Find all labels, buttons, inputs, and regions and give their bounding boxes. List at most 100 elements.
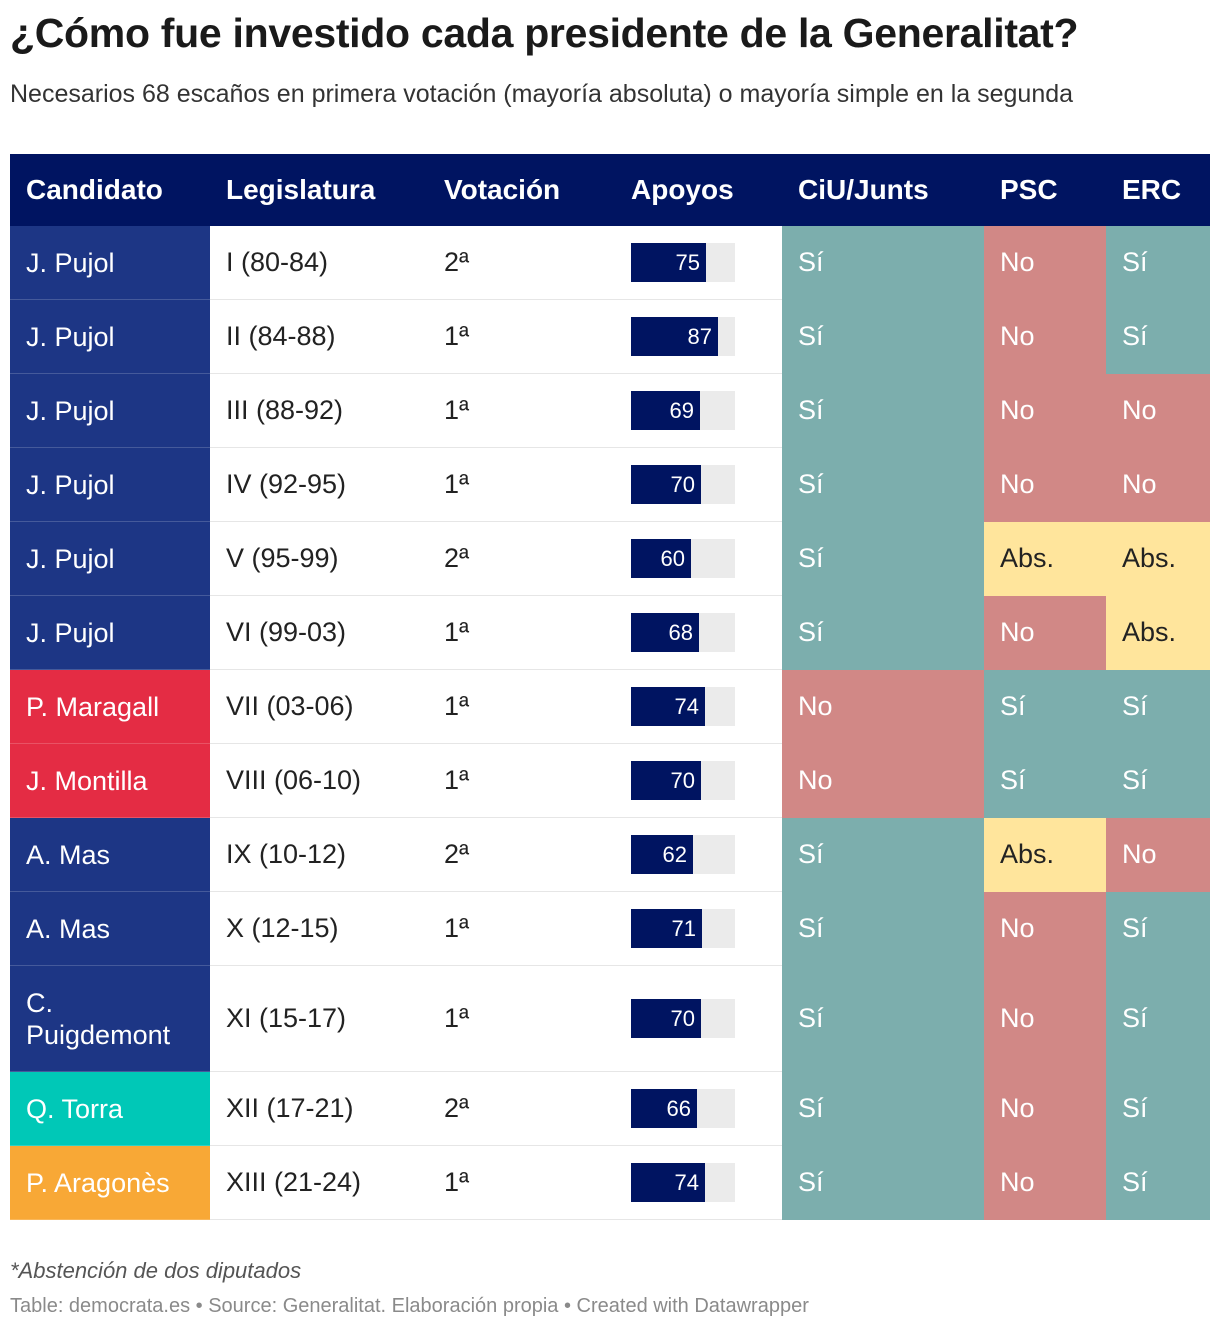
cell-candidato: A. Mas (10, 817, 210, 892)
cell-votacion: 2ª (428, 817, 615, 892)
header-ciu-junts[interactable]: CiU/Junts (782, 154, 984, 226)
apoyos-label: 75 (675, 250, 700, 275)
cell-votacion: 1ª (428, 299, 615, 374)
cell-erc: Sí (1106, 965, 1210, 1072)
apoyos-bar-track: 87 (631, 317, 735, 356)
header-legislatura[interactable]: Legislatura (210, 154, 428, 226)
source-line: Table: democrata.es • Source: Generalita… (10, 1295, 809, 1317)
cell-legislatura: XIII (21-24) (210, 1145, 428, 1220)
apoyos-bar (631, 317, 718, 356)
table-row: J. Pujol VI (99-03) 1ª 68 Sí No Abs. (10, 595, 1210, 670)
table-row: J. Pujol III (88-92) 1ª 69 Sí No No (10, 373, 1210, 448)
apoyos-label: 87 (687, 324, 712, 349)
table-row: J. Pujol I (80-84) 2ª 75 Sí No Sí (10, 226, 1210, 300)
apoyos-bar-track: 70 (631, 465, 735, 504)
cell-psc: No (984, 226, 1106, 300)
cell-candidato: P. Aragonès (10, 1145, 210, 1220)
cell-ciu-junts: Sí (782, 521, 984, 596)
cell-votacion: 2ª (428, 1071, 615, 1146)
table-row: J. Pujol V (95-99) 2ª 60 Sí Abs. Abs. (10, 521, 1210, 596)
cell-psc: No (984, 373, 1106, 448)
cell-candidato: J. Pujol (10, 595, 210, 670)
cell-candidato: J. Pujol (10, 226, 210, 300)
apoyos-label: 68 (668, 620, 693, 645)
chart-subtitle: Necesarios 68 escaños en primera votació… (10, 80, 1074, 108)
cell-legislatura: II (84-88) (210, 299, 428, 374)
apoyos-bar-track: 71 (631, 909, 735, 948)
cell-apoyos: 71 (615, 891, 782, 966)
cell-apoyos: 69 (615, 373, 782, 448)
cell-apoyos: 62 (615, 817, 782, 892)
cell-votacion: 1ª (428, 891, 615, 966)
cell-erc: Abs. (1106, 521, 1210, 596)
table-row: P. Maragall VII (03-06) 1ª 74 No Sí Sí (10, 669, 1210, 744)
apoyos-bar-track: 66 (631, 1089, 735, 1128)
cell-votacion: 1ª (428, 669, 615, 744)
cell-apoyos: 68 (615, 595, 782, 670)
cell-legislatura: XI (15-17) (210, 965, 428, 1072)
cell-ciu-junts: Sí (782, 1071, 984, 1146)
cell-erc: Sí (1106, 891, 1210, 966)
cell-psc: No (984, 447, 1106, 522)
cell-candidato: J. Montilla (10, 743, 210, 818)
cell-erc: No (1106, 373, 1210, 448)
apoyos-bar-track: 60 (631, 539, 735, 578)
apoyos-label: 66 (666, 1096, 691, 1121)
cell-erc: Sí (1106, 1145, 1210, 1220)
apoyos-label: 70 (670, 1006, 695, 1031)
cell-psc: No (984, 891, 1106, 966)
cell-legislatura: VIII (06-10) (210, 743, 428, 818)
table-row: Q. Torra XII (17-21) 2ª 66 Sí No Sí (10, 1071, 1210, 1146)
cell-psc: No (984, 1071, 1106, 1146)
cell-erc: Sí (1106, 669, 1210, 744)
header-candidato[interactable]: Candidato (10, 154, 210, 226)
cell-erc: No (1106, 817, 1210, 892)
header-apoyos[interactable]: Apoyos (615, 154, 782, 226)
cell-psc: No (984, 1145, 1106, 1220)
apoyos-bar (631, 465, 701, 504)
cell-psc: Abs. (984, 521, 1106, 596)
apoyos-label: 70 (670, 768, 695, 793)
cell-ciu-junts: Sí (782, 373, 984, 448)
table-row: P. Aragonès XIII (21-24) 1ª 74 Sí No Sí (10, 1145, 1210, 1220)
cell-ciu-junts: Sí (782, 447, 984, 522)
cell-psc: Abs. (984, 817, 1106, 892)
cell-ciu-junts: Sí (782, 595, 984, 670)
cell-erc: Sí (1106, 226, 1210, 300)
cell-candidato: J. Pujol (10, 447, 210, 522)
apoyos-label: 74 (674, 694, 699, 719)
cell-votacion: 2ª (428, 226, 615, 300)
header-votacion[interactable]: Votación (428, 154, 615, 226)
cell-ciu-junts: No (782, 743, 984, 818)
cell-psc: Sí (984, 669, 1106, 744)
cell-votacion: 1ª (428, 447, 615, 522)
table-row: A. Mas X (12-15) 1ª 71 Sí No Sí (10, 891, 1210, 966)
apoyos-bar (631, 761, 701, 800)
apoyos-bar (631, 391, 700, 430)
header-erc[interactable]: ERC (1106, 154, 1210, 226)
header-psc[interactable]: PSC (984, 154, 1106, 226)
cell-erc: Sí (1106, 299, 1210, 374)
apoyos-label: 71 (671, 916, 696, 941)
cell-ciu-junts: No (782, 669, 984, 744)
apoyos-bar-track: 69 (631, 391, 735, 430)
apoyos-bar (631, 613, 699, 652)
apoyos-bar-track: 62 (631, 835, 735, 874)
apoyos-label: 69 (669, 398, 694, 423)
cell-legislatura: IX (10-12) (210, 817, 428, 892)
cell-ciu-junts: Sí (782, 965, 984, 1072)
apoyos-bar-track: 68 (631, 613, 735, 652)
cell-apoyos: 70 (615, 743, 782, 818)
apoyos-bar-track: 74 (631, 687, 735, 726)
cell-psc: Sí (984, 743, 1106, 818)
cell-candidato: Q. Torra (10, 1071, 210, 1146)
table-row: J. Pujol IV (92-95) 1ª 70 Sí No No (10, 447, 1210, 522)
apoyos-bar (631, 835, 693, 874)
footnote: *Abstención de dos diputados (10, 1258, 302, 1283)
cell-legislatura: I (80-84) (210, 226, 428, 300)
table-row: C. Puigdemont XI (15-17) 1ª 70 Sí No Sí (10, 965, 1210, 1072)
cell-apoyos: 74 (615, 669, 782, 744)
table-row: J. Pujol II (84-88) 1ª 87 Sí No Sí (10, 299, 1210, 374)
cell-apoyos: 70 (615, 447, 782, 522)
chart-title: ¿Cómo fue investido cada presidente de l… (10, 10, 1079, 56)
